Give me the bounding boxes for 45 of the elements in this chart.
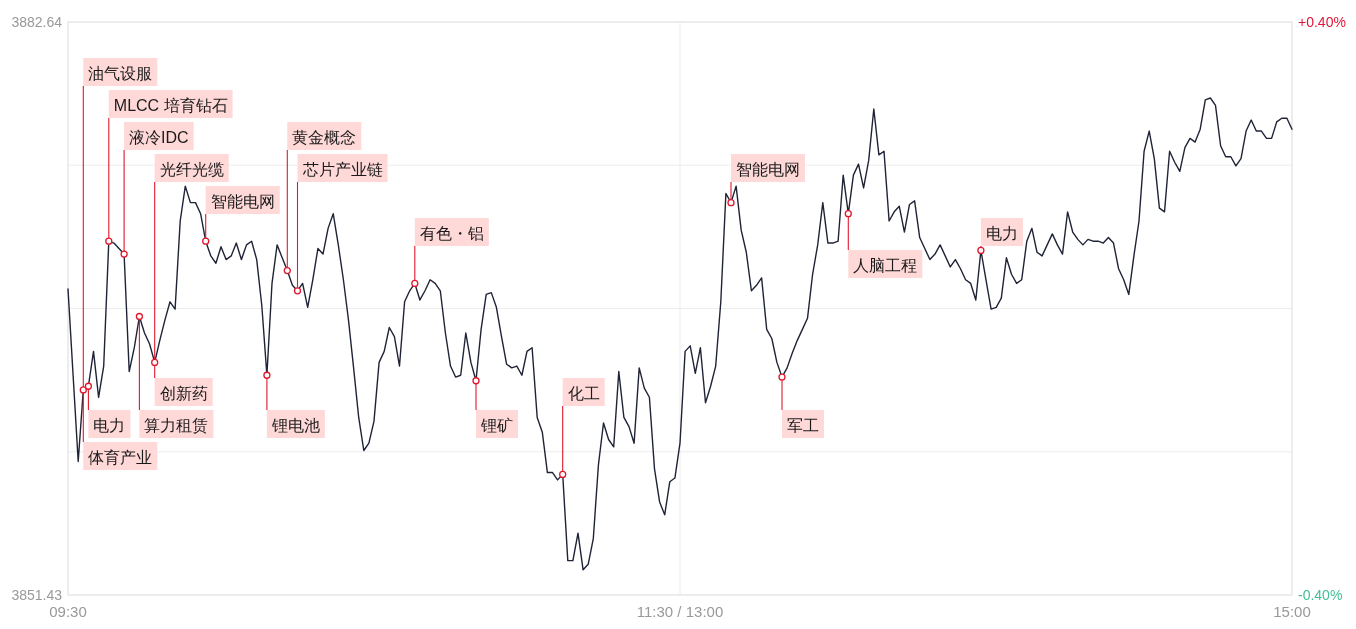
x-tick-label: 15:00 xyxy=(1273,602,1311,620)
data-label: 锂电池 xyxy=(270,416,320,434)
value-label: 智能电网 xyxy=(731,154,805,182)
data-label: 算力租赁 xyxy=(144,416,209,434)
value-label: 电力 xyxy=(88,410,131,438)
x-tick-label: 11:30 / 13:00 xyxy=(636,602,724,620)
data-label: 光纤光缆 xyxy=(159,160,224,178)
data-label: 油气设服 xyxy=(88,64,153,82)
y2-tick-label: +0.40% xyxy=(1298,14,1346,30)
data-label: 液冷IDC xyxy=(129,128,189,146)
data-label: MLCC 培育钻石 xyxy=(113,96,228,114)
value-label: 电力 xyxy=(980,218,1023,246)
data-label: 军工 xyxy=(787,416,819,434)
data-label: 电力 xyxy=(93,416,126,434)
data-label: 锂矿 xyxy=(480,416,513,434)
value-label: 光纤光缆 xyxy=(154,154,229,182)
data-label: 体育产业 xyxy=(88,448,153,466)
value-label: 有色・铝 xyxy=(414,218,489,246)
value-label: 算力租赁 xyxy=(139,410,214,438)
data-label: 电力 xyxy=(985,224,1018,242)
value-label: 锂矿 xyxy=(476,410,518,438)
data-label: 人脑工程 xyxy=(853,256,918,274)
value-label: 智能电网 xyxy=(205,186,280,214)
value-label: 军工 xyxy=(782,410,824,438)
data-label: 有色・铝 xyxy=(419,224,484,242)
y-tick-label: 3882.64 xyxy=(11,14,62,30)
y2-tick-label: -0.40% xyxy=(1298,587,1343,603)
y-tick-label: 3851.43 xyxy=(11,587,62,603)
data-label: 创新药 xyxy=(159,384,208,402)
value-label: 锂电池 xyxy=(266,410,325,438)
value-label: 液冷IDC xyxy=(124,122,194,150)
value-label: 体育产业 xyxy=(83,442,158,470)
value-label: 创新药 xyxy=(154,378,213,406)
value-label: 黄金概念 xyxy=(287,122,362,150)
value-label: MLCC 培育钻石 xyxy=(108,90,233,118)
x-tick-label: 09:30 xyxy=(49,602,87,620)
data-label: 化工 xyxy=(567,384,600,402)
data-label: 黄金概念 xyxy=(292,128,357,146)
value-label: 化工 xyxy=(562,378,605,406)
data-label: 智能电网 xyxy=(210,192,275,210)
data-label: 芯片产业链 xyxy=(301,160,383,178)
value-label: 芯片产业链 xyxy=(297,154,388,182)
data-label: 智能电网 xyxy=(736,160,800,178)
value-label: 油气设服 xyxy=(83,58,158,86)
value-label: 人脑工程 xyxy=(848,250,923,278)
